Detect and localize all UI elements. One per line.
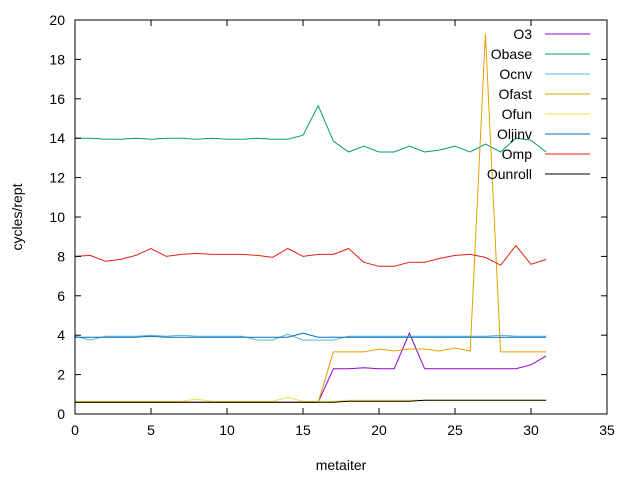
series-line-oljinv bbox=[75, 332, 547, 338]
legend-label-omp: Omp bbox=[502, 146, 533, 162]
x-tick-label: 25 bbox=[447, 422, 463, 438]
legend: O3 Obase Ocnv Ofast Ofun Oljinv Omp Ounroll bbox=[487, 26, 590, 182]
x-tick-label: 30 bbox=[523, 422, 539, 438]
legend-label-o3: O3 bbox=[513, 26, 532, 42]
y-tick-label: 18 bbox=[49, 51, 65, 67]
x-axis: 0 5 10 15 20 25 30 35 bbox=[71, 20, 615, 438]
series-line-obase bbox=[75, 104, 547, 153]
y-tick-label: 4 bbox=[57, 327, 65, 343]
series-line-o3 bbox=[75, 331, 547, 403]
x-tick-label: 35 bbox=[599, 422, 615, 438]
x-tick-label: 0 bbox=[71, 422, 79, 438]
series-line-ofast bbox=[75, 33, 547, 403]
legend-label-ounroll: Ounroll bbox=[487, 166, 532, 182]
y-tick-label: 12 bbox=[49, 170, 65, 186]
legend-label-ofun: Ofun bbox=[502, 106, 532, 122]
y-tick-label: 6 bbox=[57, 288, 65, 304]
y-tick-label: 10 bbox=[49, 209, 65, 225]
y-tick-label: 2 bbox=[57, 367, 65, 383]
y-tick-label: 20 bbox=[49, 12, 65, 28]
legend-label-oljinv: Oljinv bbox=[497, 126, 532, 142]
series-line-ounroll bbox=[75, 399, 547, 403]
x-axis-title: metaiter bbox=[316, 457, 367, 473]
series-line-ocnv bbox=[74, 333, 547, 341]
series-line-omp bbox=[74, 244, 547, 267]
y-tick-label: 0 bbox=[57, 406, 65, 422]
y-tick-label: 16 bbox=[49, 91, 65, 107]
legend-label-ofast: Ofast bbox=[499, 86, 533, 102]
legend-label-ocnv: Ocnv bbox=[499, 66, 532, 82]
y-tick-label: 8 bbox=[57, 248, 65, 264]
x-tick-label: 20 bbox=[371, 422, 387, 438]
x-tick-label: 10 bbox=[219, 422, 235, 438]
legend-label-obase: Obase bbox=[491, 46, 532, 62]
x-tick-label: 5 bbox=[147, 422, 155, 438]
y-axis-title: cycles/rept bbox=[9, 183, 25, 250]
plot-series-layer bbox=[74, 33, 547, 403]
x-tick-label: 15 bbox=[295, 422, 311, 438]
y-tick-label: 14 bbox=[49, 130, 65, 146]
y-axis: 0 2 4 6 8 10 12 14 16 18 20 bbox=[49, 12, 607, 422]
